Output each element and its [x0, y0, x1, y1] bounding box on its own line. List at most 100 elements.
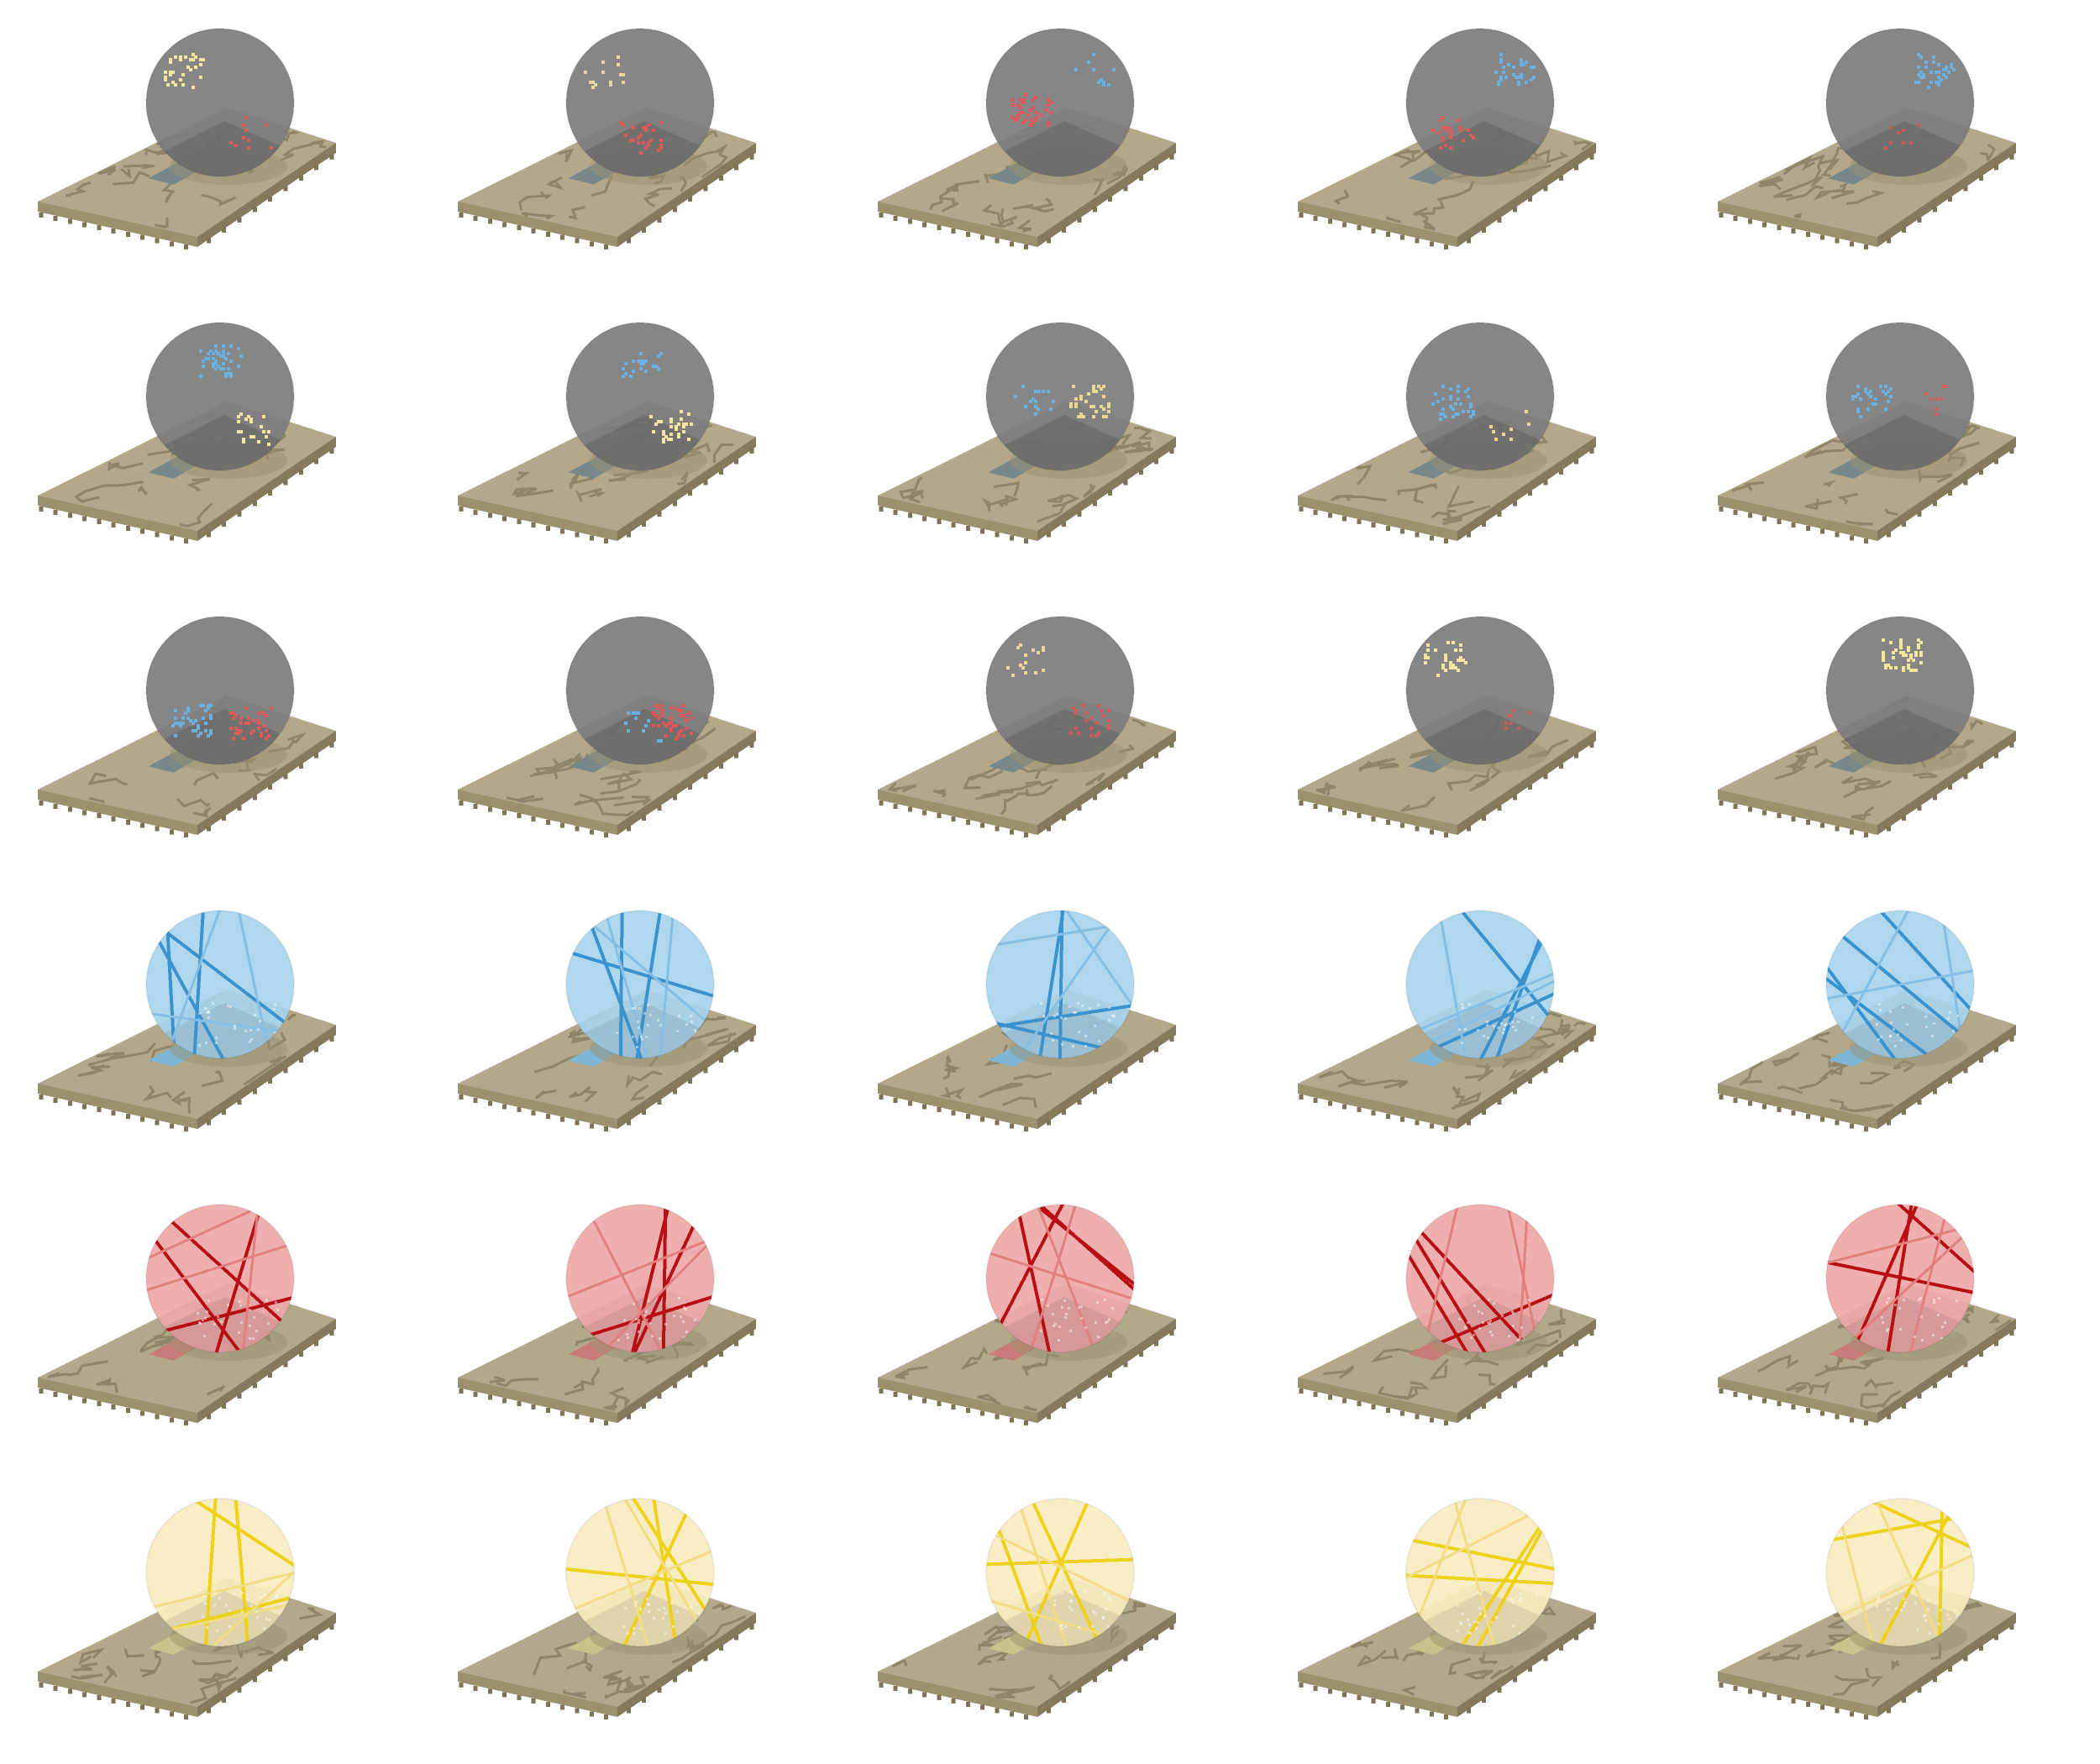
- sprite-frame: [0, 882, 420, 1176]
- orb-streaks: [150, 1499, 294, 1646]
- slab-edge-teeth: [1719, 1331, 2014, 1426]
- orb-body: [986, 617, 1134, 764]
- orb-streaks: [566, 1205, 714, 1352]
- slab-right-side: [617, 731, 756, 835]
- orb: [145, 322, 295, 471]
- orb-body: [146, 911, 294, 1058]
- orb: [985, 1204, 1135, 1353]
- orb-inner-shadow: [1406, 415, 1554, 470]
- slab-edge-teeth: [39, 449, 334, 544]
- dormant-row-3-frame: [458, 616, 756, 838]
- orb-body: [146, 1499, 294, 1646]
- orb-inner-shadow: [566, 1591, 714, 1646]
- sprite-frame: [420, 588, 840, 882]
- slab-left-side: [1298, 790, 1457, 835]
- orb: [145, 1498, 295, 1647]
- fire-row-frame: [38, 1204, 336, 1426]
- sprite-frame: [1260, 588, 1680, 882]
- sprite-frame: [1260, 0, 1680, 294]
- slab-right-side: [1037, 731, 1176, 835]
- orb: [985, 1498, 1135, 1647]
- orb-streaks: [1416, 911, 1554, 1058]
- orb-body: [986, 1205, 1134, 1352]
- orb-inner-shadow: [986, 415, 1134, 470]
- orb-sparks: [622, 352, 693, 444]
- sprite-frame: [420, 1470, 840, 1764]
- orb-streaks: [1829, 1499, 1974, 1646]
- slab-left-side: [458, 1378, 617, 1423]
- water-row-frame: [1298, 910, 1596, 1132]
- slab-left-side: [1298, 496, 1457, 541]
- slab-left-side: [38, 1672, 197, 1717]
- dormant-row-1-frame: [1718, 28, 2016, 250]
- orb-body: [146, 29, 294, 176]
- sprite-frame: [420, 1176, 840, 1470]
- orb-body: [1826, 323, 1974, 470]
- slab-edge-teeth: [879, 743, 1174, 838]
- orb-inner-shadow: [1406, 121, 1554, 176]
- sprite-frame: [1680, 588, 2100, 882]
- orb-inner-shadow: [146, 1591, 294, 1646]
- slab-edge-teeth: [879, 1037, 1174, 1132]
- light-row-frame: [458, 1498, 756, 1720]
- sprite-frame: [840, 1470, 1260, 1764]
- slab-edge-teeth: [1299, 155, 1594, 250]
- orb-body: [1406, 323, 1554, 470]
- orb: [985, 322, 1135, 471]
- slab-left-side: [878, 202, 1037, 247]
- slab-right-side: [1037, 1613, 1176, 1717]
- slab-right-side: [1877, 143, 2016, 247]
- sprite-frame: [840, 588, 1260, 882]
- slab-right-side: [197, 143, 336, 247]
- slab-edge-teeth: [1719, 743, 2014, 838]
- fire-row-frame: [1718, 1204, 2016, 1426]
- water-row-frame: [458, 910, 756, 1132]
- orb-inner-shadow: [1406, 1003, 1554, 1058]
- orb-inner-shadow: [566, 121, 714, 176]
- sprite-frame: [1680, 1176, 2100, 1470]
- orb: [145, 1204, 295, 1353]
- sprite-frame: [840, 1176, 1260, 1470]
- slab-right-side: [1037, 143, 1176, 247]
- light-row-frame: [38, 1498, 336, 1720]
- slab-right-side: [1457, 437, 1596, 541]
- slab-edge-teeth: [459, 1037, 754, 1132]
- orb: [1825, 1204, 1975, 1353]
- dormant-row-2-frame: [878, 322, 1176, 544]
- sprite-frame: [0, 294, 420, 588]
- slab-left-side: [1718, 790, 1877, 835]
- orb: [565, 322, 715, 471]
- orb: [1405, 910, 1555, 1059]
- orb-streaks: [986, 1205, 1134, 1352]
- orb-sparks: [1006, 643, 1110, 738]
- slab-edge-teeth: [1719, 449, 2014, 544]
- slab-right-side: [1037, 1025, 1176, 1129]
- slab-edge-teeth: [459, 449, 754, 544]
- orb: [145, 910, 295, 1059]
- dormant-row-2-frame: [38, 322, 336, 544]
- orb-body: [1826, 617, 1974, 764]
- slab-right-side: [1877, 1025, 2016, 1129]
- sprite-frame: [840, 882, 1260, 1176]
- slab-right-side: [197, 437, 336, 541]
- slab-right-side: [617, 1319, 756, 1423]
- orb-inner-shadow: [1406, 1297, 1554, 1352]
- slab-left-side: [458, 790, 617, 835]
- slab-cracks: [898, 420, 1154, 523]
- orb: [565, 1498, 715, 1647]
- orb-inner-shadow: [1826, 1297, 1974, 1352]
- slab-left-side: [1718, 1672, 1877, 1717]
- orb-streaks: [569, 911, 714, 1058]
- orb-body: [566, 911, 714, 1058]
- slab-edge-teeth: [39, 155, 334, 250]
- slab-left-side: [38, 1378, 197, 1423]
- slab-right-side: [1457, 731, 1596, 835]
- orb: [1825, 28, 1975, 177]
- sprite-frame: [1680, 1470, 2100, 1764]
- slab-right-side: [197, 1613, 336, 1717]
- slab-edge-teeth: [879, 1331, 1174, 1426]
- slab-left-side: [1298, 202, 1457, 247]
- slab-edge-teeth: [879, 1625, 1174, 1720]
- dormant-row-3-frame: [1718, 616, 2016, 838]
